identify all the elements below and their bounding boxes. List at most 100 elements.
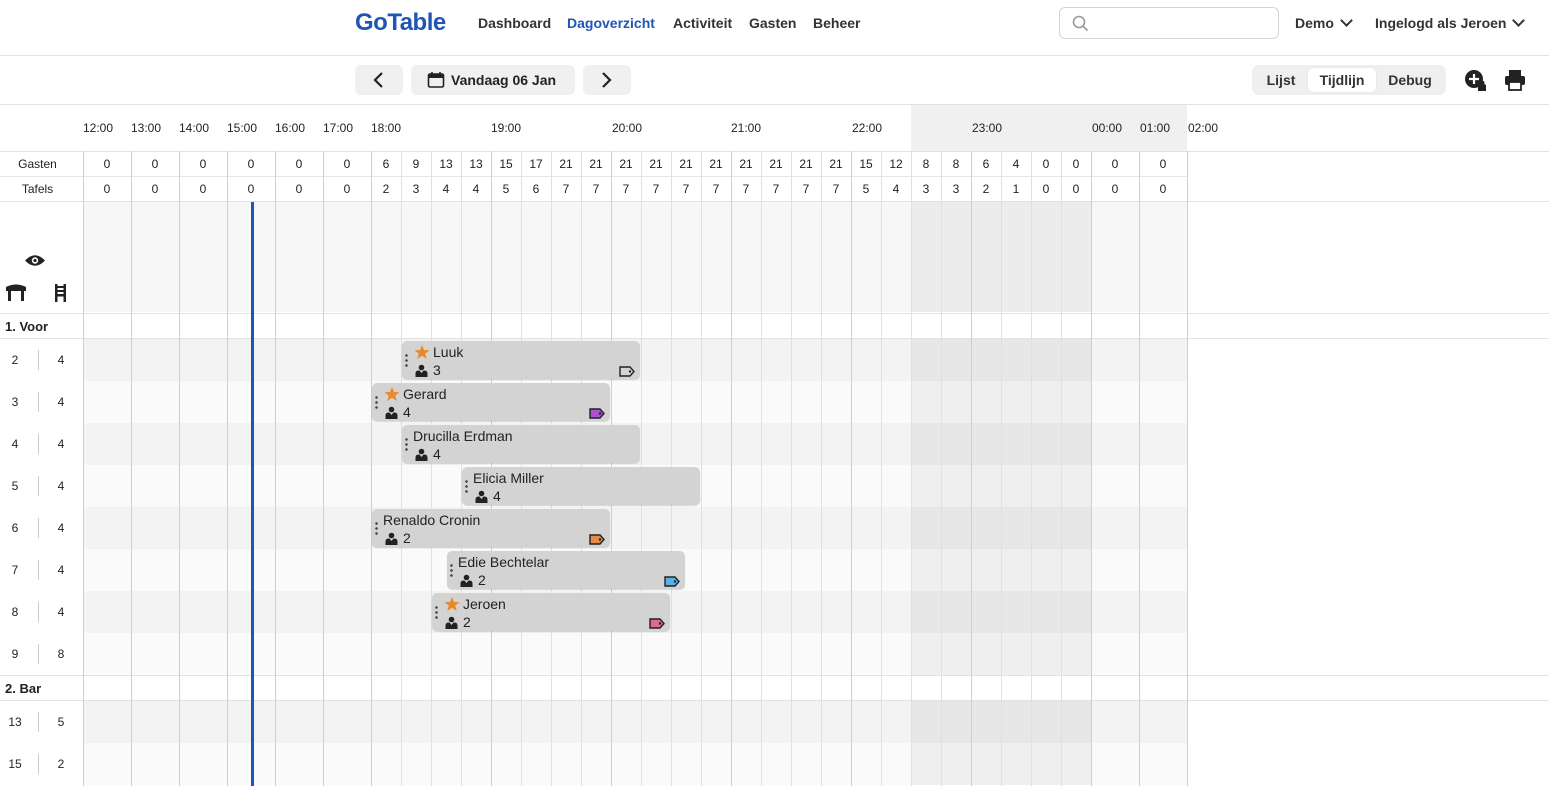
drag-handle-icon[interactable]	[375, 395, 378, 411]
nav-activiteit[interactable]: Activiteit	[673, 15, 733, 31]
divider	[38, 476, 39, 496]
nav-dagoverzicht[interactable]: Dagoverzicht	[567, 15, 655, 31]
drag-handle-icon[interactable]	[405, 437, 408, 453]
view-tijdlijn[interactable]: Tijdlijn	[1308, 68, 1376, 92]
print-icon[interactable]	[1504, 69, 1526, 91]
tag-icon[interactable]	[589, 406, 605, 419]
chevron-down-icon	[1340, 14, 1353, 27]
grid-line	[941, 151, 942, 786]
eye-icon[interactable]	[24, 253, 46, 268]
drag-handle-icon[interactable]	[450, 563, 453, 579]
person-icon	[445, 616, 458, 629]
tafels-count: 7	[832, 182, 840, 196]
user-dropdown-label: Ingelogd als Jeroen	[1375, 15, 1507, 31]
gasten-count: 15	[499, 157, 513, 171]
search-input[interactable]	[1096, 12, 1270, 34]
table-icon[interactable]	[5, 284, 27, 302]
tag-icon[interactable]	[589, 532, 605, 545]
next-day-button[interactable]	[583, 65, 631, 95]
prev-day-button[interactable]	[355, 65, 403, 95]
gasten-count: 4	[1012, 157, 1020, 171]
gasten-count: 21	[769, 157, 783, 171]
gasten-count: 21	[649, 157, 663, 171]
divider	[38, 518, 39, 538]
gasten-count: 21	[739, 157, 753, 171]
drag-handle-icon[interactable]	[375, 521, 378, 537]
tag-icon[interactable]	[619, 364, 635, 377]
tafels-count: 2	[982, 182, 990, 196]
current-time-line	[251, 202, 254, 786]
grid-line	[971, 151, 972, 786]
divider	[0, 700, 1549, 701]
search-icon	[1072, 15, 1089, 32]
table-row[interactable]: 15 2	[0, 743, 83, 785]
time-label: 00:00	[1091, 121, 1123, 135]
top-navbar: GoTable Dashboard Dagoverzicht Activitei…	[0, 0, 1549, 56]
reservation-block[interactable]: Jeroen 2	[432, 593, 670, 631]
date-picker-button[interactable]: Vandaag 06 Jan	[411, 65, 575, 95]
add-reservation-icon[interactable]	[1464, 69, 1488, 93]
gasten-count: 8	[922, 157, 930, 171]
reservation-block[interactable]: Renaldo Cronin 2	[372, 509, 610, 547]
reservation-block[interactable]: Gerard 4	[372, 383, 610, 421]
star-icon	[414, 344, 430, 360]
reservation-block[interactable]: Luuk 3	[402, 341, 640, 379]
nav-gasten[interactable]: Gasten	[749, 15, 797, 31]
drag-handle-icon[interactable]	[465, 479, 468, 495]
reservation-block[interactable]: Elicia Miller 4	[462, 467, 700, 505]
reservation-block[interactable]: Edie Bechtelar 2	[447, 551, 685, 589]
gasten-count: 13	[469, 157, 483, 171]
star-icon	[384, 386, 400, 402]
grid-line	[851, 151, 852, 786]
divider	[38, 560, 39, 580]
drag-handle-icon[interactable]	[435, 605, 438, 621]
time-label: 21:00	[730, 121, 762, 135]
person-icon	[415, 364, 428, 377]
view-debug[interactable]: Debug	[1388, 72, 1432, 88]
gasten-count: 21	[619, 157, 633, 171]
person-icon	[415, 448, 428, 461]
time-label: 02:00	[1187, 121, 1219, 135]
account-dropdown-label: Demo	[1295, 15, 1334, 31]
account-dropdown[interactable]: Demo	[1295, 14, 1353, 31]
late-shade	[911, 549, 1091, 591]
row-bg	[83, 743, 1187, 785]
seat-count: 2	[57, 757, 65, 771]
time-label: 17:00	[322, 121, 354, 135]
nav-dashboard[interactable]: Dashboard	[478, 15, 552, 31]
reservation-guests: 2	[463, 614, 471, 630]
row-bg	[83, 507, 1187, 549]
drag-handle-icon[interactable]	[405, 353, 408, 369]
reservation-block[interactable]: Drucilla Erdman 4	[402, 425, 640, 463]
user-dropdown[interactable]: Ingelogd als Jeroen	[1375, 14, 1526, 31]
divider	[0, 675, 1549, 676]
row-bg	[83, 381, 1187, 423]
table-number: 9	[11, 647, 19, 661]
tag-icon[interactable]	[664, 574, 680, 587]
grid-line	[1061, 151, 1062, 786]
divider	[38, 602, 39, 622]
tag-icon[interactable]	[649, 616, 665, 629]
tafels-count: 0	[151, 182, 159, 196]
brand-logo[interactable]: GoTable	[355, 9, 446, 36]
view-lijst[interactable]: Lijst	[1266, 72, 1296, 88]
gasten-count: 21	[709, 157, 723, 171]
grid-line	[1187, 151, 1188, 786]
seat-count: 4	[57, 605, 65, 619]
tafels-count: 7	[712, 182, 720, 196]
search-box[interactable]	[1059, 7, 1279, 39]
nav-beheer[interactable]: Beheer	[813, 15, 861, 31]
table-row[interactable]: 13 5	[0, 701, 83, 743]
tafels-count: 0	[103, 182, 111, 196]
chair-icon[interactable]	[54, 284, 67, 302]
tafels-count: 0	[1159, 182, 1167, 196]
